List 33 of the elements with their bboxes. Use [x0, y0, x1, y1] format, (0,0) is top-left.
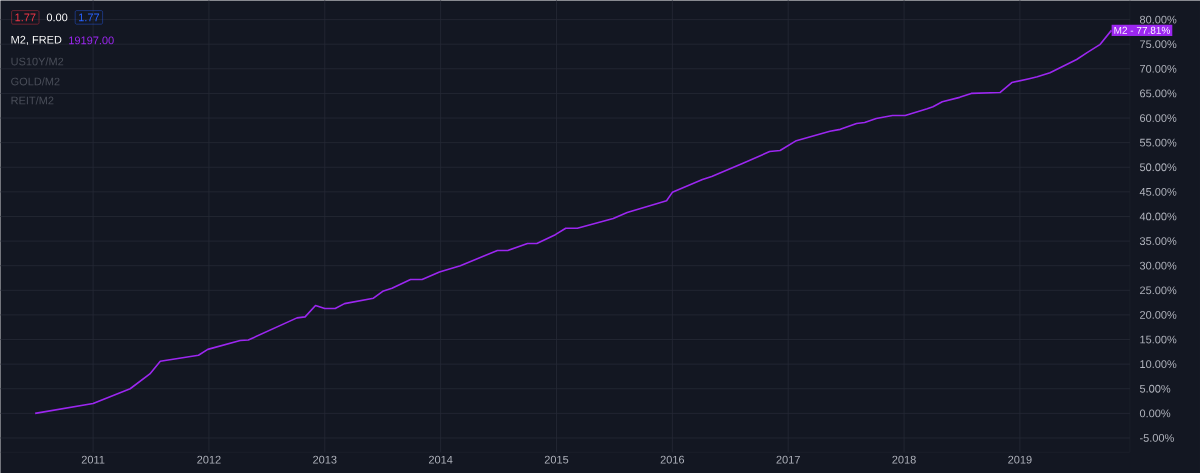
x-tick-label: 2019 — [1008, 455, 1032, 464]
y-tick-label: 50.00% — [1139, 163, 1177, 172]
y-tick-label: 60.00% — [1140, 114, 1177, 122]
y-tick-label: 80.00% — [1139, 15, 1177, 24]
x-tick-label: 2016 — [660, 455, 685, 464]
y-tick-label: -5.00% — [1139, 433, 1174, 442]
x-tick-label: 2012 — [197, 455, 221, 464]
y-tick-label: 20.00% — [1140, 310, 1177, 319]
annotation: 0.00 — [46, 13, 68, 22]
y-tick-label: 10.00% — [1140, 360, 1177, 368]
annotation: 19197.00 — [69, 36, 114, 45]
y-tick-label: 5.00% — [1139, 384, 1171, 393]
annotation: 1.77 — [15, 13, 36, 22]
y-tick-label: 75.00% — [1140, 40, 1177, 48]
x-tick-label: 2017 — [776, 455, 800, 464]
y-tick-label: 30.00% — [1139, 261, 1177, 270]
y-tick-label: 25.00% — [1140, 286, 1177, 295]
text: M2, FRED — [11, 35, 62, 45]
y-tick-label: 65.00% — [1140, 89, 1177, 98]
annotation: 1.77 — [79, 13, 100, 22]
y-tick-label: 45.00% — [1139, 187, 1177, 196]
y-tick-label: 15.00% — [1140, 335, 1177, 344]
x-tick-label: 2018 — [892, 455, 916, 464]
y-tick-label: 70.00% — [1140, 64, 1177, 73]
annotation: M2 - 77.81% — [1114, 26, 1170, 34]
y-tick-label: 55.00% — [1139, 138, 1177, 147]
y-tick-label: 40.00% — [1139, 212, 1177, 221]
x-tick-label: 2015 — [544, 455, 569, 464]
x-tick-label: 2013 — [313, 455, 337, 464]
y-tick-label: 0.00% — [1139, 409, 1171, 418]
x-tick-label: 2011 — [81, 455, 105, 464]
y-tick-label: 35.00% — [1139, 237, 1177, 245]
x-tick-label: 2014 — [428, 455, 453, 464]
